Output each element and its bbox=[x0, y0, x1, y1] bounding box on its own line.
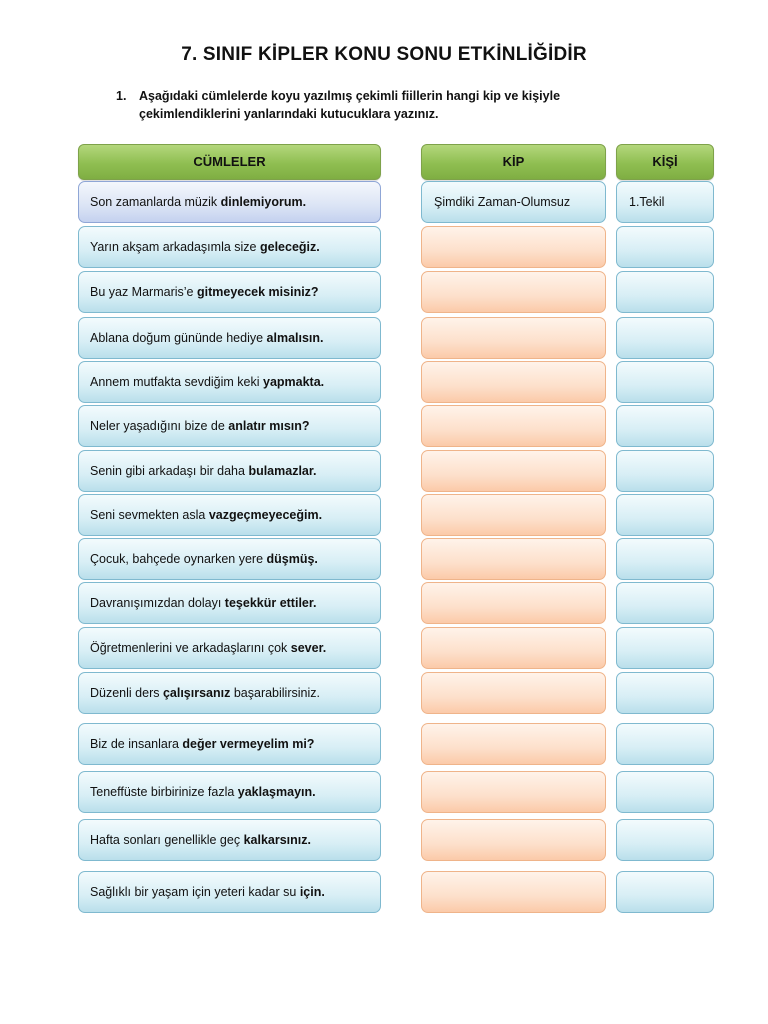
kip-answer-box[interactable] bbox=[421, 771, 606, 813]
sentence-text: Son zamanlarda müzik bbox=[90, 195, 221, 209]
sentence-text: Yarın akşam arkadaşımla size bbox=[90, 240, 260, 254]
kip-answer-box[interactable] bbox=[421, 405, 606, 447]
sentence-cell: Sağlıklı bir yaşam için yeteri kadar su … bbox=[78, 871, 381, 913]
instruction-number: 1. bbox=[116, 89, 127, 103]
sentence-text: Sağlıklı bir yaşam için yeteri kadar su bbox=[90, 885, 300, 899]
header-cumleler: CÜMLELER bbox=[78, 144, 381, 180]
bold-verb: kalkarsınız. bbox=[243, 833, 311, 847]
bold-verb: yapmakta. bbox=[263, 375, 325, 389]
bold-verb: çalışırsanız bbox=[162, 686, 231, 700]
sentence-text: Hafta sonları genellikle geç bbox=[90, 833, 244, 847]
bold-verb: vazgeçmeyeceğim. bbox=[208, 508, 323, 522]
kisi-answer-box[interactable] bbox=[616, 871, 714, 913]
kip-answer-box[interactable] bbox=[421, 538, 606, 580]
bold-verb: anlatır mısın? bbox=[228, 419, 310, 433]
kip-answer-box[interactable] bbox=[421, 271, 606, 313]
bold-verb: yaklaşmayın. bbox=[237, 785, 316, 799]
bold-verb: sever. bbox=[290, 641, 327, 655]
instruction-line-2: çekimlendiklerini yanlarındaki kutucukla… bbox=[139, 107, 439, 121]
sentence-cell: Ablana doğum gününde hediye almalısın. bbox=[78, 317, 381, 359]
page-title: 7. SINIF KİPLER KONU SONU ETKİNLİĞİDİR bbox=[181, 44, 587, 65]
kip-answer-box[interactable] bbox=[421, 226, 606, 268]
kip-answer-box[interactable] bbox=[421, 627, 606, 669]
bold-verb: teşekkür ettiler. bbox=[224, 596, 317, 610]
bold-verb: geleceğiz. bbox=[259, 240, 320, 254]
sentence-cell: Çocuk, bahçede oynarken yere düşmüş. bbox=[78, 538, 381, 580]
kip-answer-box[interactable] bbox=[421, 723, 606, 765]
header-kisi: KİŞİ bbox=[616, 144, 714, 180]
kisi-answer-box[interactable] bbox=[616, 672, 714, 714]
sentence-text: Neler yaşadığını bize de bbox=[90, 419, 229, 433]
kisi-answer-box[interactable] bbox=[616, 723, 714, 765]
kip-answer-box[interactable] bbox=[421, 361, 606, 403]
header-kip: KİP bbox=[421, 144, 606, 180]
bold-verb: gitmeyecek misiniz? bbox=[196, 285, 319, 299]
kisi-answer-box[interactable]: 1.Tekil bbox=[616, 181, 714, 223]
instruction-line-1: Aşağıdaki cümlelerde koyu yazılmış çekim… bbox=[139, 89, 561, 103]
sentence-text: Seni sevmekten asla bbox=[90, 508, 209, 522]
instruction-text: Aşağıdaki cümlelerde koyu yazılmış çekim… bbox=[139, 87, 629, 123]
bold-verb: için. bbox=[299, 885, 325, 899]
sentence-cell: Yarın akşam arkadaşımla size geleceğiz. bbox=[78, 226, 381, 268]
sentence-cell: Teneffüste birbirinize fazla yaklaşmayın… bbox=[78, 771, 381, 813]
bold-verb: dinlemiyorum. bbox=[220, 195, 307, 209]
kip-answer-box[interactable] bbox=[421, 317, 606, 359]
kisi-answer-box[interactable] bbox=[616, 405, 714, 447]
sentence-text: Annem mutfakta sevdiğim keki bbox=[90, 375, 263, 389]
sentence-text: Düzenli ders bbox=[90, 686, 163, 700]
sentence-cell: Biz de insanlara değer vermeyelim mi? bbox=[78, 723, 381, 765]
kisi-answer-box[interactable] bbox=[616, 494, 714, 536]
sentence-text-end: başarabilirsiniz. bbox=[230, 686, 320, 700]
sentence-text: Ablana doğum gününde hediye bbox=[90, 331, 267, 345]
sentence-cell: Bu yaz Marmaris’e gitmeyecek misiniz? bbox=[78, 271, 381, 313]
sentence-cell: Senin gibi arkadaşı bir daha bulamazlar. bbox=[78, 450, 381, 492]
sentence-text: Teneffüste birbirinize fazla bbox=[90, 785, 238, 799]
sentence-cell: Neler yaşadığını bize de anlatır mısın? bbox=[78, 405, 381, 447]
kip-answer-box[interactable] bbox=[421, 672, 606, 714]
kisi-answer-box[interactable] bbox=[616, 819, 714, 861]
sentence-cell: Hafta sonları genellikle geç kalkarsınız… bbox=[78, 819, 381, 861]
bold-verb: değer vermeyelim mi? bbox=[182, 737, 315, 751]
kip-answer-box[interactable] bbox=[421, 582, 606, 624]
sentence-cell: Seni sevmekten asla vazgeçmeyeceğim. bbox=[78, 494, 381, 536]
kisi-answer-box[interactable] bbox=[616, 226, 714, 268]
sentence-text: Çocuk, bahçede oynarken yere bbox=[90, 552, 267, 566]
kip-answer-box[interactable] bbox=[421, 819, 606, 861]
kisi-answer-box[interactable] bbox=[616, 582, 714, 624]
sentence-cell: Son zamanlarda müzik dinlemiyorum. bbox=[78, 181, 381, 223]
sentence-text: Öğretmenlerini ve arkadaşlarını çok bbox=[90, 641, 291, 655]
kisi-answer-box[interactable] bbox=[616, 627, 714, 669]
kisi-answer-box[interactable] bbox=[616, 771, 714, 813]
sentence-text: Bu yaz Marmaris’e bbox=[90, 285, 197, 299]
bold-verb: bulamazlar. bbox=[248, 464, 317, 478]
sentence-text: Senin gibi arkadaşı bir daha bbox=[90, 464, 249, 478]
sentence-cell: Öğretmenlerini ve arkadaşlarını çok seve… bbox=[78, 627, 381, 669]
kisi-answer-box[interactable] bbox=[616, 361, 714, 403]
sentence-cell: Davranışımızdan dolayı teşekkür ettiler. bbox=[78, 582, 381, 624]
kisi-answer-box[interactable] bbox=[616, 271, 714, 313]
kip-answer-box[interactable]: Şimdiki Zaman-Olumsuz bbox=[421, 181, 606, 223]
kisi-answer-box[interactable] bbox=[616, 317, 714, 359]
sentence-cell: Düzenli ders çalışırsanız başarabilirsin… bbox=[78, 672, 381, 714]
kisi-answer-box[interactable] bbox=[616, 538, 714, 580]
kip-answer-box[interactable] bbox=[421, 871, 606, 913]
kisi-answer-box[interactable] bbox=[616, 450, 714, 492]
kip-answer-box[interactable] bbox=[421, 494, 606, 536]
sentence-text: Biz de insanlara bbox=[90, 737, 183, 751]
bold-verb: düşmüş. bbox=[266, 552, 318, 566]
kip-answer-box[interactable] bbox=[421, 450, 606, 492]
sentence-text: Davranışımızdan dolayı bbox=[90, 596, 225, 610]
bold-verb: almalısın. bbox=[266, 331, 324, 345]
sentence-cell: Annem mutfakta sevdiğim keki yapmakta. bbox=[78, 361, 381, 403]
